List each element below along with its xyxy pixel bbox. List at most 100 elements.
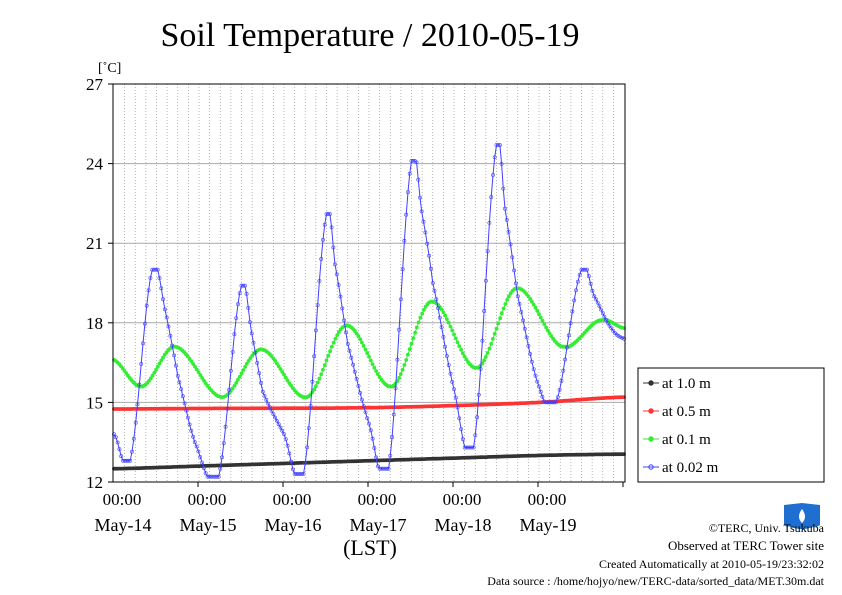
series-point xyxy=(420,311,425,316)
series-point xyxy=(390,435,395,440)
y-tick-label: 27 xyxy=(86,75,104,94)
legend-swatch-marker xyxy=(648,408,654,414)
series-point xyxy=(503,206,507,211)
series-point xyxy=(416,177,421,182)
credit-copyright: ©TERC, Univ. Tsukuba xyxy=(708,521,824,535)
series-point xyxy=(225,406,230,411)
series-point xyxy=(230,350,235,354)
series-point xyxy=(150,267,155,272)
series-point xyxy=(381,466,386,471)
series-point xyxy=(455,340,460,345)
series-point xyxy=(317,279,322,283)
series-point xyxy=(299,472,304,476)
series-point xyxy=(528,296,533,301)
series-point xyxy=(216,474,221,479)
series-point xyxy=(232,332,237,337)
series-point xyxy=(572,298,577,303)
series-point xyxy=(577,272,582,277)
series-point xyxy=(365,351,370,356)
series-point xyxy=(405,352,410,357)
x-tick-date: May-18 xyxy=(435,515,492,535)
series-point xyxy=(161,297,166,302)
series-point xyxy=(191,362,196,366)
series-point xyxy=(416,320,421,325)
series-point xyxy=(113,435,118,440)
series-point xyxy=(464,357,469,362)
series-point xyxy=(289,459,294,464)
series-point xyxy=(273,415,278,420)
series-point xyxy=(359,340,364,345)
series-point xyxy=(515,294,520,299)
series-point xyxy=(223,424,228,429)
legend-swatch-marker xyxy=(648,380,654,386)
series-point xyxy=(253,350,258,355)
series-point xyxy=(283,437,288,442)
series-point xyxy=(398,297,403,302)
series-point xyxy=(221,441,226,446)
y-axis-ticks: 12 15 18 21 24 27 xyxy=(86,75,113,492)
series-point xyxy=(347,348,352,353)
series-point xyxy=(542,322,547,327)
series-point xyxy=(397,327,402,332)
series-point xyxy=(552,400,557,405)
series-point xyxy=(294,472,299,476)
series-point xyxy=(115,440,120,445)
series-point xyxy=(269,408,274,413)
series-point xyxy=(487,346,492,351)
series-point xyxy=(228,368,233,373)
series-point xyxy=(266,401,271,406)
series-point xyxy=(157,361,162,366)
series-point xyxy=(333,262,337,267)
series-point xyxy=(590,288,595,293)
series-point xyxy=(220,455,225,460)
series-point xyxy=(549,334,554,339)
series-point xyxy=(198,373,203,378)
series-point xyxy=(483,355,488,359)
series-point xyxy=(441,334,446,339)
series-point xyxy=(239,371,244,376)
series-point xyxy=(531,302,536,307)
series-point xyxy=(367,421,371,426)
series-point xyxy=(179,387,184,392)
series-point xyxy=(310,379,315,384)
terc-logo xyxy=(782,503,822,537)
series-point xyxy=(157,276,162,280)
series-point xyxy=(322,363,327,368)
series-point xyxy=(236,302,240,307)
series-point xyxy=(273,358,278,363)
legend: at 1.0 m at 0.5 m at 0.1 m at 0.02 m xyxy=(637,367,825,483)
series-point xyxy=(324,358,329,363)
legend-swatch-marker xyxy=(648,436,654,442)
series-point xyxy=(312,387,317,392)
series-point xyxy=(444,317,449,322)
series-point xyxy=(605,321,610,325)
series-point xyxy=(501,186,506,191)
series-point xyxy=(439,307,444,312)
series-point xyxy=(214,474,219,479)
series-point xyxy=(211,474,216,479)
series-point xyxy=(423,230,428,235)
series-point xyxy=(335,333,340,338)
series-point xyxy=(243,364,248,369)
series-point xyxy=(443,344,448,349)
series-point xyxy=(260,389,265,394)
series-point xyxy=(368,358,373,363)
series-point xyxy=(538,389,543,394)
series-point xyxy=(241,368,246,373)
series-point xyxy=(585,267,589,272)
series-point xyxy=(540,318,545,323)
series-point xyxy=(329,225,334,230)
series-point xyxy=(351,362,356,367)
series-point xyxy=(597,304,602,309)
series-point xyxy=(290,467,295,472)
series-point xyxy=(131,436,136,441)
series-point xyxy=(234,316,239,321)
series-point xyxy=(121,458,125,463)
series-point xyxy=(436,306,441,311)
series-point xyxy=(482,309,487,313)
series-point xyxy=(205,474,210,479)
series-point xyxy=(232,383,237,388)
y-tick-label: 21 xyxy=(86,234,103,253)
series-point xyxy=(112,432,116,437)
series-point xyxy=(618,335,623,340)
